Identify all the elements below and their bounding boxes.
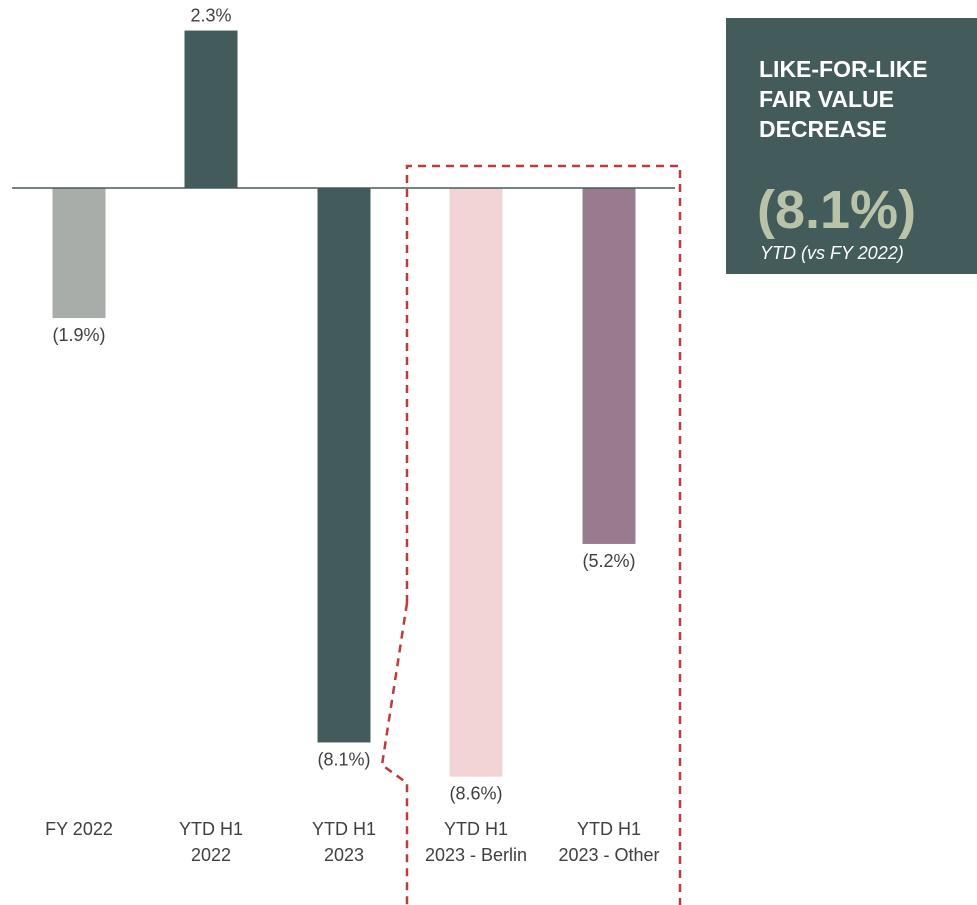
kpi-panel: LIKE-FOR-LIKE FAIR VALUE DECREASE (8.1%)… — [726, 18, 977, 274]
category-label-0: FY 2022 — [45, 819, 113, 839]
kpi-subtitle: YTD (vs FY 2022) — [760, 243, 904, 263]
value-label-3: (8.6%) — [449, 784, 502, 804]
category-label-4: YTD H1 2023 - Other — [558, 819, 659, 865]
bar-1 — [184, 30, 238, 188]
kpi-title: LIKE-FOR-LIKE FAIR VALUE DECREASE — [759, 56, 928, 142]
value-label-1: 2.3% — [190, 6, 231, 26]
category-label-3: YTD H1 2023 - Berlin — [425, 819, 527, 865]
bar-0 — [52, 188, 106, 319]
category-label-1: YTD H1 2022 — [179, 819, 243, 865]
value-label-2: (8.1%) — [317, 749, 370, 769]
category-label-2: YTD H1 2023 — [312, 819, 376, 865]
bar-3 — [449, 188, 503, 777]
highlight-frame — [405, 164, 682, 905]
highlight-connector — [380, 602, 409, 905]
value-label-0: (1.9%) — [52, 325, 105, 345]
value-label-4: (5.2%) — [582, 551, 635, 571]
bar-4 — [582, 188, 636, 544]
bar-2 — [317, 188, 371, 743]
kpi-value: (8.1%) — [757, 180, 917, 240]
